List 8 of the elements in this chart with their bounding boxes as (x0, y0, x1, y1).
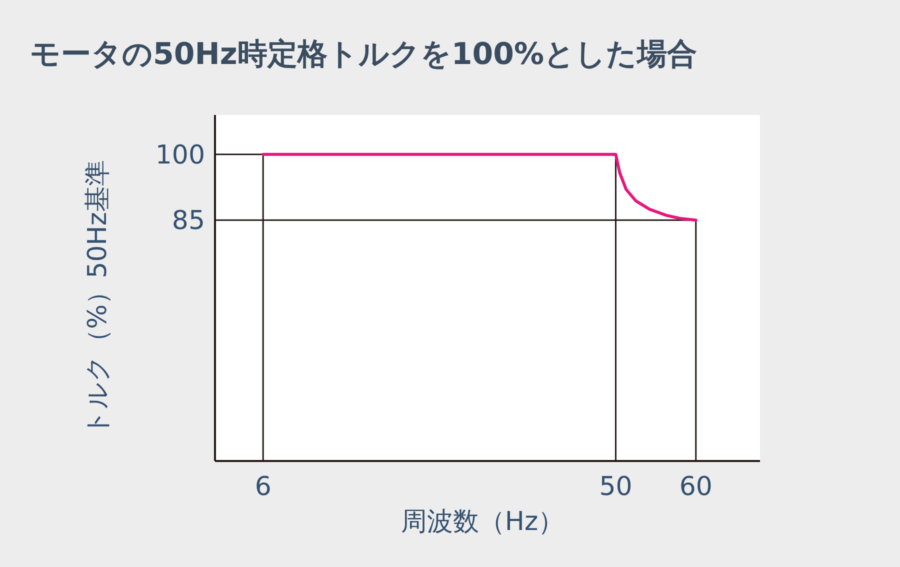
chart-title: モータの50Hz時定格トルクを100%とした場合 (30, 37, 697, 72)
x-tick-label: 6 (254, 472, 272, 502)
y-tick-label: 85 (172, 206, 205, 236)
x-tick-label: 60 (679, 472, 712, 502)
y-tick-label: 100 (155, 140, 205, 170)
y-axis-title: トルク（%）50Hz基準 (83, 160, 113, 436)
x-tick-label: 50 (599, 472, 632, 502)
x-axis-title: 周波数（Hz） (400, 507, 564, 537)
